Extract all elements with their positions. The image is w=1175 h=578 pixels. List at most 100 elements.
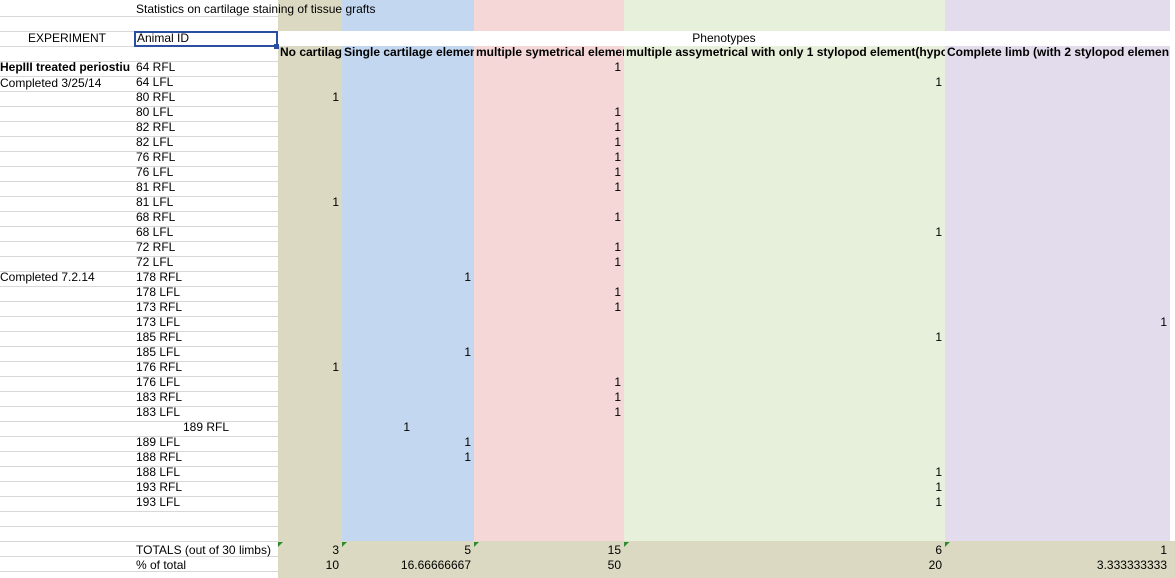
- phenotype-count-cell[interactable]: 1: [614, 105, 621, 119]
- phenotype-count-cell[interactable]: 1: [614, 180, 621, 194]
- formula-indicator-icon: [278, 542, 283, 547]
- row-gridline: [0, 556, 278, 557]
- animal-id-header[interactable]: Animal ID: [137, 31, 190, 45]
- animal-id-cell[interactable]: 82 RFL: [136, 120, 176, 134]
- row-gridline: [0, 466, 278, 467]
- phenotype-count-cell[interactable]: 1: [614, 405, 621, 419]
- formula-indicator-icon: [624, 542, 629, 547]
- percent-label: % of total: [136, 558, 187, 572]
- row-gridline: [0, 211, 278, 212]
- row-gridline: [0, 406, 278, 407]
- row-gridline: [0, 331, 278, 332]
- animal-id-cell[interactable]: 178 LFL: [136, 285, 181, 299]
- row-gridline: [0, 376, 278, 377]
- phenotype-count-cell[interactable]: 1: [614, 165, 621, 179]
- animal-id-cell[interactable]: 64 RFL: [136, 60, 176, 74]
- phenotype-count-cell[interactable]: 1: [935, 75, 942, 89]
- animal-id-cell[interactable]: 76 LFL: [136, 165, 174, 179]
- experiment-group-label: Completed 7.2.14: [0, 270, 95, 284]
- animal-id-cell[interactable]: 193 LFL: [136, 495, 181, 509]
- phenotype-count-cell[interactable]: 1: [464, 435, 471, 449]
- animal-id-cell[interactable]: 80 LFL: [136, 105, 174, 119]
- animal-id-cell[interactable]: 176 RFL: [136, 360, 183, 374]
- animal-id-cell[interactable]: 193 RFL: [136, 480, 183, 494]
- row-gridline: [0, 241, 278, 242]
- phenotype-count-cell[interactable]: 1: [403, 420, 410, 434]
- row-gridline: [0, 481, 278, 482]
- phenotype-count-cell[interactable]: 1: [614, 240, 621, 254]
- phenotype-count-cell[interactable]: 1: [614, 285, 621, 299]
- phenotype-count-cell[interactable]: 1: [935, 480, 942, 494]
- phenotype-count-cell[interactable]: 1: [614, 150, 621, 164]
- phenotype-column-bg: [474, 0, 624, 578]
- animal-id-cell[interactable]: 68 LFL: [136, 225, 174, 239]
- row-gridline: [0, 301, 278, 302]
- animal-id-cell[interactable]: 81 RFL: [136, 180, 176, 194]
- phenotype-count-cell[interactable]: 1: [935, 495, 942, 509]
- percent-value-cell[interactable]: 16.66666667: [400, 558, 471, 572]
- phenotype-count-cell[interactable]: 1: [332, 90, 339, 104]
- phenotype-column-bg: [945, 0, 1170, 578]
- phenotype-count-cell[interactable]: 1: [614, 120, 621, 134]
- formula-indicator-icon: [945, 542, 950, 547]
- animal-id-cell[interactable]: 189 LFL: [136, 435, 181, 449]
- phenotype-count-cell[interactable]: 1: [1160, 315, 1167, 329]
- percent-value-cell[interactable]: 3.333333333: [1096, 558, 1167, 572]
- total-value-cell[interactable]: 5: [464, 543, 471, 557]
- phenotypes-header: Phenotypes: [692, 31, 756, 45]
- phenotype-count-cell[interactable]: 1: [614, 390, 621, 404]
- animal-id-cell[interactable]: 82 LFL: [136, 135, 174, 149]
- animal-id-cell[interactable]: 188 RFL: [136, 450, 183, 464]
- phenotype-count-cell[interactable]: 1: [464, 345, 471, 359]
- animal-id-cell[interactable]: 81 LFL: [136, 195, 174, 209]
- phenotype-count-cell[interactable]: 1: [464, 270, 471, 284]
- animal-id-cell[interactable]: 173 LFL: [136, 315, 181, 329]
- total-value-cell[interactable]: 3: [332, 543, 339, 557]
- animal-id-cell[interactable]: 189 RFL: [182, 420, 230, 434]
- phenotype-count-cell[interactable]: 1: [614, 375, 621, 389]
- animal-id-cell[interactable]: 173 RFL: [136, 300, 183, 314]
- percent-value-cell[interactable]: 20: [928, 558, 942, 572]
- experiment-group-label: Completed 3/25/14: [0, 76, 102, 90]
- row-gridline: [0, 16, 278, 17]
- phenotype-count-cell[interactable]: 1: [614, 255, 621, 269]
- phenotype-count-cell[interactable]: 1: [614, 135, 621, 149]
- phenotype-count-cell[interactable]: 1: [464, 450, 471, 464]
- animal-id-cell[interactable]: 178 RFL: [136, 270, 183, 284]
- phenotype-count-cell[interactable]: 1: [935, 225, 942, 239]
- animal-id-cell[interactable]: 72 RFL: [136, 240, 176, 254]
- row-gridline: [0, 256, 278, 257]
- row-gridline: [0, 151, 278, 152]
- animal-id-cell[interactable]: 185 LFL: [136, 345, 181, 359]
- animal-id-cell[interactable]: 176 LFL: [136, 375, 181, 389]
- animal-id-cell[interactable]: 183 LFL: [136, 405, 181, 419]
- selection-fill-handle[interactable]: [274, 44, 279, 49]
- total-value-cell[interactable]: 1: [1160, 543, 1167, 557]
- phenotype-count-cell[interactable]: 1: [614, 60, 621, 74]
- row-gridline: [0, 346, 278, 347]
- animal-id-cell[interactable]: 183 RFL: [136, 390, 183, 404]
- phenotype-count-cell[interactable]: 1: [614, 210, 621, 224]
- row-gridline: [0, 541, 278, 542]
- animal-id-cell[interactable]: 68 RFL: [136, 210, 176, 224]
- row-gridline: [0, 76, 278, 77]
- percent-value-cell[interactable]: 50: [607, 558, 621, 572]
- phenotype-count-cell[interactable]: 1: [935, 330, 942, 344]
- phenotype-count-cell[interactable]: 1: [332, 195, 339, 209]
- animal-id-cell[interactable]: 188 LFL: [136, 465, 181, 479]
- animal-id-cell[interactable]: 80 RFL: [136, 90, 176, 104]
- total-value-cell[interactable]: 6: [935, 543, 942, 557]
- animal-id-cell[interactable]: 72 LFL: [136, 255, 174, 269]
- animal-id-cell[interactable]: 76 RFL: [136, 150, 176, 164]
- phenotype-count-cell[interactable]: 1: [332, 360, 339, 374]
- phenotype-column-header: Single cartilage elemen: [344, 45, 474, 59]
- animal-id-cell[interactable]: 64 LFL: [136, 75, 174, 89]
- phenotype-count-cell[interactable]: 1: [614, 300, 621, 314]
- animal-id-cell[interactable]: 185 RFL: [136, 330, 183, 344]
- selected-cell-border: [134, 31, 278, 47]
- percent-value-cell[interactable]: 10: [325, 558, 339, 572]
- phenotype-count-cell[interactable]: 1: [935, 465, 942, 479]
- row-gridline: [0, 571, 278, 572]
- total-value-cell[interactable]: 15: [607, 543, 621, 557]
